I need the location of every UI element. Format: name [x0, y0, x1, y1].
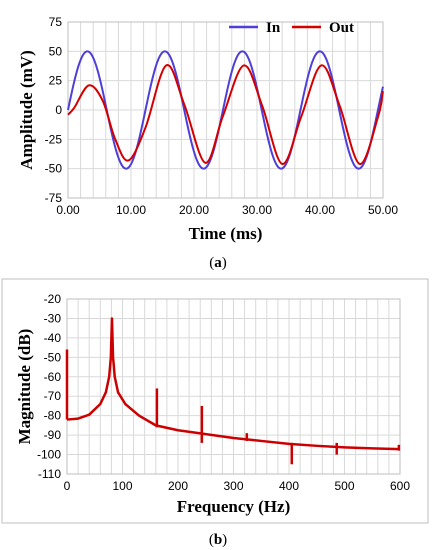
x-tick-label: 400: [279, 479, 299, 493]
chart-a-x-ticks: 0.00 10.00 20.00 30.00 40.00 50.00: [56, 203, 398, 217]
chart-b-x-ticks: 0 100 200 300 400 500 600: [64, 479, 411, 493]
y-tick-label: -50: [45, 162, 63, 176]
chart-b-y-ticks: -20 -30 -40 -50 -60 -70 -80 -90 -100 -110: [37, 292, 61, 481]
chart-b-caption: (b): [209, 532, 227, 548]
caption-letter-b: b: [214, 532, 222, 548]
x-tick-label: 50.00: [368, 203, 398, 217]
y-tick-label: 75: [49, 15, 63, 29]
x-tick-label: 600: [390, 479, 410, 493]
chart-a-y-ticks: 75 50 25 0 -25 -50 -75: [45, 15, 63, 205]
y-tick-label: 50: [49, 44, 63, 58]
y-tick-label: -90: [44, 428, 62, 442]
chart-b: -20 -30 -40 -50 -60 -70 -80 -90 -100 -110 0 100 200…: [1, 278, 429, 548]
y-tick-label: 25: [49, 74, 63, 88]
y-tick-label: -40: [44, 331, 62, 345]
chart-b-series: [65, 317, 401, 465]
legend-in-label: In: [266, 20, 281, 36]
x-tick-label: 200: [168, 479, 188, 493]
x-tick-label: 100: [112, 479, 132, 493]
chart-b-y-axis-label: Magnitude (dB): [15, 329, 34, 445]
y-tick-label: -100: [37, 448, 61, 462]
chart-a-series: [67, 50, 384, 170]
y-tick-label: -25: [45, 132, 63, 146]
caption-paren-close: ): [222, 532, 227, 548]
x-tick-label: 500: [334, 479, 354, 493]
y-tick-label: -80: [44, 409, 62, 423]
y-tick-label: -30: [44, 311, 62, 325]
chart-a-legend: In Out: [229, 20, 354, 36]
caption-paren-open: (: [209, 255, 214, 271]
y-tick-label: -110: [38, 467, 61, 481]
y-tick-label: -75: [45, 191, 63, 205]
x-tick-label: 30.00: [242, 203, 272, 217]
chart-b-border: [1, 278, 429, 524]
x-tick-label: 40.00: [305, 203, 335, 217]
x-tick-label: 20.00: [179, 203, 209, 217]
chart-b-x-axis-label: Frequency (Hz): [177, 497, 290, 516]
x-tick-label: 300: [223, 479, 243, 493]
legend-out-label: Out: [329, 20, 354, 36]
chart-a: 75 50 25 0 -25 -50 -75 0.00 10.00 20.00 30.00 40.0…: [17, 15, 398, 271]
x-tick-label: 0.00: [56, 203, 80, 217]
caption-paren-close: ): [222, 255, 227, 271]
series-out-line: [67, 64, 384, 165]
chart-a-grid: [67, 21, 384, 199]
caption-paren-open: (: [209, 532, 214, 548]
magnitude-line: [66, 317, 401, 451]
chart-a-caption: (a): [209, 255, 227, 271]
y-tick-label: -50: [44, 350, 62, 364]
y-tick-label: -70: [44, 389, 62, 403]
caption-letter-a: a: [214, 255, 222, 271]
y-tick-label: 0: [55, 103, 62, 117]
x-tick-label: 0: [64, 479, 71, 493]
x-tick-label: 10.00: [116, 203, 146, 217]
chart-a-y-axis-label: Amplitude (mV): [17, 50, 36, 169]
chart-a-x-axis-label: Time (ms): [189, 224, 263, 243]
series-in-line: [67, 50, 384, 170]
y-tick-label: -20: [44, 292, 62, 306]
y-tick-label: -60: [44, 370, 62, 384]
